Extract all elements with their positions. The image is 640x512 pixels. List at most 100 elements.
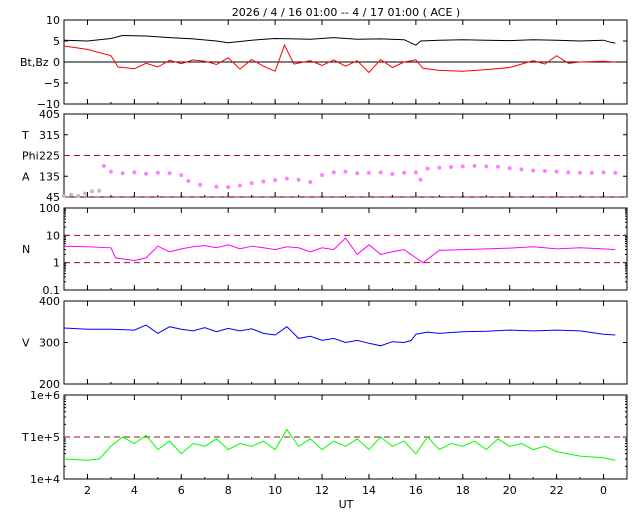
x-tick-label: 12	[315, 484, 329, 497]
data-point	[308, 180, 313, 185]
data-point	[284, 176, 289, 181]
data-point	[108, 169, 113, 174]
x-axis-label: UT	[339, 498, 354, 511]
data-point	[69, 192, 74, 197]
y-axis-label: N	[22, 243, 30, 256]
y-tick-label: 45	[46, 191, 60, 204]
data-point	[460, 164, 465, 169]
y-axis-label: A	[22, 170, 30, 183]
data-point	[320, 173, 325, 178]
series-line-bz	[63, 43, 616, 74]
y-tick-label: 1e+5	[30, 431, 60, 444]
y-tick-label: 135	[39, 170, 60, 183]
data-point	[507, 166, 512, 171]
y-tick-label: 0	[53, 56, 60, 69]
data-point	[132, 170, 137, 175]
x-tick-label: 18	[456, 484, 470, 497]
data-point	[366, 170, 371, 175]
data-point	[413, 170, 418, 175]
data-point	[613, 170, 618, 175]
data-point	[566, 170, 571, 175]
chart-panels: 1050−5−10Bt,Bz40531522513545TPhiA1001010…	[20, 14, 628, 497]
data-point	[449, 165, 454, 170]
series-line-v	[63, 324, 616, 347]
x-tick-label: 14	[362, 484, 376, 497]
y-tick-label: 400	[39, 295, 60, 308]
data-point	[601, 170, 606, 175]
data-point	[261, 179, 266, 184]
y-tick-label: 300	[39, 337, 60, 350]
y-tick-label: 405	[39, 108, 60, 121]
x-tick-label: 0	[600, 484, 607, 497]
x-tick-label: 16	[409, 484, 423, 497]
y-tick-label: 1e+6	[30, 389, 60, 402]
y-tick-label: 200	[39, 378, 60, 391]
y-tick-label: 5	[53, 35, 60, 48]
data-point	[155, 170, 160, 175]
data-point	[273, 178, 278, 183]
data-point	[519, 167, 524, 172]
data-point	[472, 163, 477, 168]
panel-speed: 400 300 200 V	[22, 295, 628, 391]
y-tick-label: −10	[37, 98, 60, 111]
series-phi	[101, 163, 618, 190]
data-point	[296, 177, 301, 182]
y-axis-label: Bt,Bz	[20, 56, 49, 69]
panel-frame	[63, 207, 628, 291]
series-line-bt	[63, 34, 616, 46]
data-point	[390, 171, 395, 176]
data-point	[97, 188, 102, 193]
data-point	[589, 170, 594, 175]
y-axis-label: Phi	[22, 150, 39, 163]
chart-title: 2026 / 4 / 16 01:00 -- 4 / 17 01:00 ( AC…	[232, 6, 460, 19]
panel-temperature: 1e+6 1e+5 1e+4 T	[21, 389, 628, 486]
data-point	[437, 165, 442, 170]
panel-phi: 405 315 225 135 45 T Phi A	[21, 108, 628, 204]
data-point	[531, 168, 536, 173]
y-tick-label: 1	[53, 257, 60, 270]
data-point	[62, 193, 66, 198]
data-point	[226, 185, 231, 190]
x-tick-label: 8	[225, 484, 232, 497]
data-point	[198, 182, 203, 187]
data-point	[418, 177, 423, 182]
y-tick-label: −5	[44, 77, 60, 90]
y-axis-label: V	[22, 337, 30, 350]
y-tick-label: 100	[39, 202, 60, 215]
y-axis-label: T	[21, 431, 29, 444]
data-point	[101, 163, 106, 168]
series-line-n	[63, 237, 616, 264]
y-tick-label: 10	[46, 229, 60, 242]
data-point	[167, 171, 172, 176]
x-tick-label: 22	[550, 484, 564, 497]
data-point	[83, 191, 88, 196]
x-tick-label: 4	[131, 484, 138, 497]
data-point	[578, 170, 583, 175]
x-tick-label: 6	[178, 484, 185, 497]
data-point	[484, 164, 489, 169]
data-point	[249, 181, 254, 186]
data-point	[179, 173, 184, 178]
data-point	[90, 189, 95, 194]
y-tick-label: 315	[39, 129, 60, 142]
y-tick-label: 1e+4	[30, 473, 60, 486]
data-point	[402, 170, 407, 175]
data-point	[144, 171, 149, 176]
y-tick-label: 225	[39, 150, 60, 163]
y-tick-label: 0.1	[43, 284, 61, 297]
data-point	[186, 178, 191, 183]
data-point	[542, 168, 547, 173]
x-tick-label: 2	[84, 484, 91, 497]
panel-mag: 10 5 0 −5 −10 Bt,Bz	[20, 14, 628, 111]
data-point	[378, 170, 383, 175]
y-axis-label: T	[21, 129, 29, 142]
data-point	[495, 164, 500, 169]
series-phi-low	[62, 188, 102, 198]
data-point	[425, 166, 430, 171]
data-point	[76, 193, 81, 198]
data-point	[120, 171, 125, 176]
data-point	[355, 171, 360, 176]
data-point	[343, 169, 348, 174]
data-point	[554, 169, 559, 174]
